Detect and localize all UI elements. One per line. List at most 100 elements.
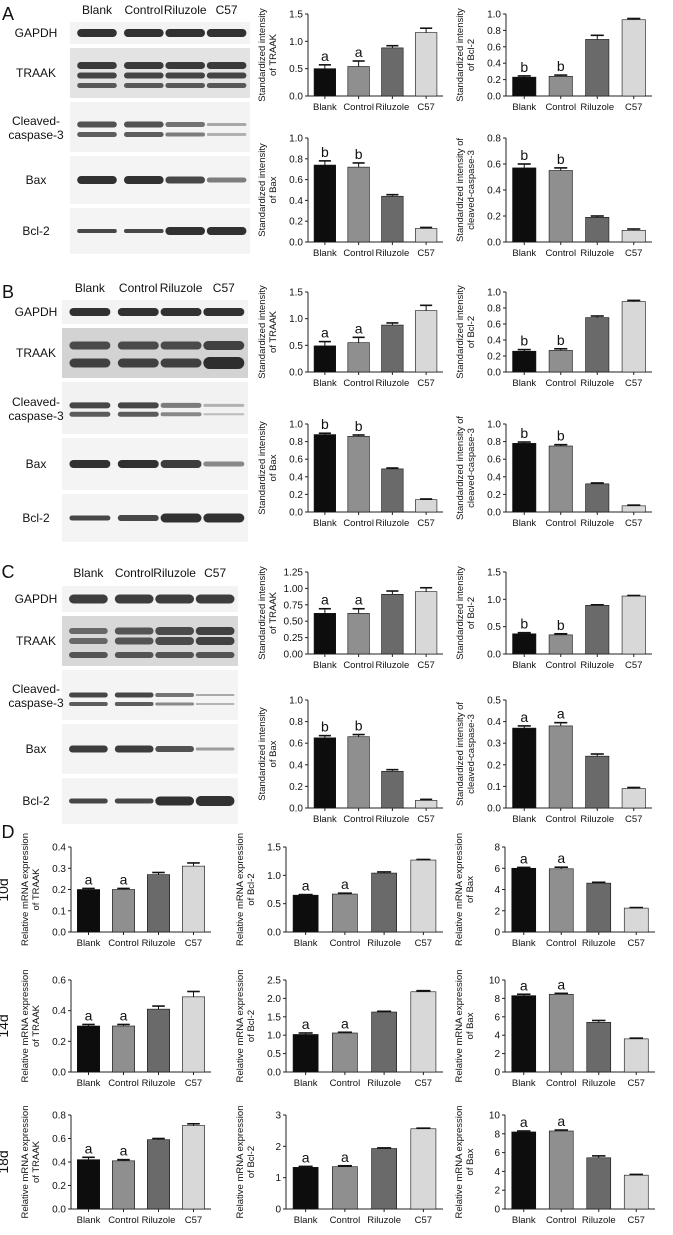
bar-charts: 0.0 0.5 1.0 1.5 Blank a Control a Riluzole C57 Sta… xyxy=(0,8,655,1226)
blot-label-text: TRAAK xyxy=(16,346,56,360)
x-tick-label: C57 xyxy=(185,1078,202,1089)
x-tick-label: Riluzole xyxy=(580,248,614,259)
x-tick-label: C57 xyxy=(628,938,645,949)
protein-band xyxy=(165,132,205,137)
x-tick-label: Blank xyxy=(512,378,536,389)
protein-band xyxy=(114,798,154,804)
x-tick-label: Riluzole xyxy=(367,1078,401,1089)
protein-band xyxy=(124,62,164,69)
protein-band xyxy=(114,702,154,706)
bar-blank xyxy=(313,164,336,243)
x-tick-label: Control xyxy=(545,248,576,259)
protein-band xyxy=(124,29,164,37)
protein-band xyxy=(206,133,247,136)
bar-c57 xyxy=(623,907,649,933)
y-tick-label: 0.6 xyxy=(289,175,303,186)
protein-band xyxy=(195,747,235,751)
x-tick-label: C57 xyxy=(625,248,642,259)
significance-letter: a xyxy=(321,325,329,341)
blot-label-traak: TRAAK xyxy=(16,634,56,648)
significance-letter: a xyxy=(85,871,93,887)
y-tick-label: 0.4 xyxy=(289,196,303,207)
significance-letter: a xyxy=(520,850,528,866)
x-tick-label: Control xyxy=(343,814,374,825)
bar-control xyxy=(112,1160,136,1210)
bar-blank xyxy=(512,167,537,243)
protein-band xyxy=(155,652,194,658)
x-tick-label: C57 xyxy=(625,102,642,113)
protein-band xyxy=(117,411,159,417)
protein-band xyxy=(195,594,235,604)
panel-letter-c: C xyxy=(2,562,15,582)
lane-label-blank: Blank xyxy=(75,281,106,295)
blot-label-text: Bcl-2 xyxy=(22,224,50,238)
significance-letter: a xyxy=(120,871,128,887)
bar-riluzole xyxy=(585,317,610,373)
bar-control xyxy=(548,1130,574,1210)
y-tick-label: 0.6 xyxy=(52,976,66,987)
y-axis-label: Relative mRNA expression xyxy=(20,1106,31,1219)
significance-letter: a xyxy=(520,977,528,993)
protein-band xyxy=(155,702,194,706)
bar-riluzole xyxy=(147,1139,171,1210)
chart-C4: 0.0 0.1 0.2 0.3 0.4 0.5 Blank a Control a Riluzole… xyxy=(455,696,652,825)
y-axis-label: of Bcl-2 xyxy=(466,597,477,629)
protein-band xyxy=(206,123,247,126)
significance-letter: a xyxy=(85,1007,93,1023)
y-axis-label: Relative mRNA expression xyxy=(20,970,31,1083)
protein-band xyxy=(124,83,164,88)
protein-band xyxy=(165,176,205,184)
significance-letter: b xyxy=(520,425,528,441)
protein-band xyxy=(69,652,108,658)
protein-band xyxy=(203,513,245,523)
x-tick-label: Blank xyxy=(512,1215,536,1226)
bar-control xyxy=(112,1025,136,1073)
y-axis-label: Standardized intensity xyxy=(257,8,268,102)
x-tick-label: Control xyxy=(546,938,577,949)
blot-label-text: TRAAK xyxy=(16,634,56,648)
x-tick-label: Riluzole xyxy=(142,938,176,949)
x-tick-label: Riluzole xyxy=(582,938,616,949)
y-tick-label: 0.0 xyxy=(289,804,303,815)
x-tick-label: Riluzole xyxy=(375,378,409,389)
x-tick-label: Blank xyxy=(294,1215,318,1226)
x-tick-label: Riluzole xyxy=(582,1078,616,1089)
x-tick-label: Blank xyxy=(294,938,318,949)
x-tick-label: Control xyxy=(108,1078,139,1089)
bar-blank xyxy=(313,345,336,373)
y-tick-label: 0.6 xyxy=(52,1134,66,1145)
protein-band xyxy=(77,29,117,37)
x-tick-label: Riluzole xyxy=(367,938,401,949)
blot-label-gapdh: GAPDH xyxy=(15,26,58,40)
protein-band xyxy=(165,83,205,88)
protein-band xyxy=(165,227,205,235)
blot-label-text: TRAAK xyxy=(16,66,56,80)
y-tick-label: 8 xyxy=(494,1129,500,1140)
protein-band xyxy=(165,72,205,79)
y-axis-label: of Bcl-2 xyxy=(466,39,477,71)
x-tick-label: C57 xyxy=(417,102,434,113)
y-axis-label: of Bcl-2 xyxy=(246,1146,257,1178)
protein-band xyxy=(117,460,159,468)
y-tick-label: 8 xyxy=(494,843,500,854)
y-tick-label: 10 xyxy=(489,1111,501,1122)
protein-band xyxy=(77,62,117,69)
y-axis-label: of Bax xyxy=(268,740,279,767)
y-tick-label: 0.2 xyxy=(289,490,303,501)
significance-letter: a xyxy=(302,1149,310,1165)
significance-letter: b xyxy=(355,146,363,162)
blot-label-bcl2: Bcl-2 xyxy=(22,511,50,525)
y-tick-label: 0.8 xyxy=(487,304,501,315)
bar-control xyxy=(332,1166,358,1210)
protein-band xyxy=(155,594,194,604)
x-tick-label: C57 xyxy=(625,378,642,389)
protein-band xyxy=(160,460,202,468)
x-tick-label: Blank xyxy=(313,660,337,671)
chart-C2: 0.0 0.5 1.0 1.5 Blank b Control b Riluzole C57 Sta… xyxy=(455,566,652,671)
x-tick-label: C57 xyxy=(415,938,432,949)
bar-c57 xyxy=(415,32,438,97)
protein-band xyxy=(69,402,111,409)
bar-blank xyxy=(511,1131,537,1210)
y-tick-label: 1.0 xyxy=(487,288,501,299)
blot-panel-C: Blank Control Riluzole C57 GAPDH TRAAK Cleaved… xyxy=(8,566,238,824)
